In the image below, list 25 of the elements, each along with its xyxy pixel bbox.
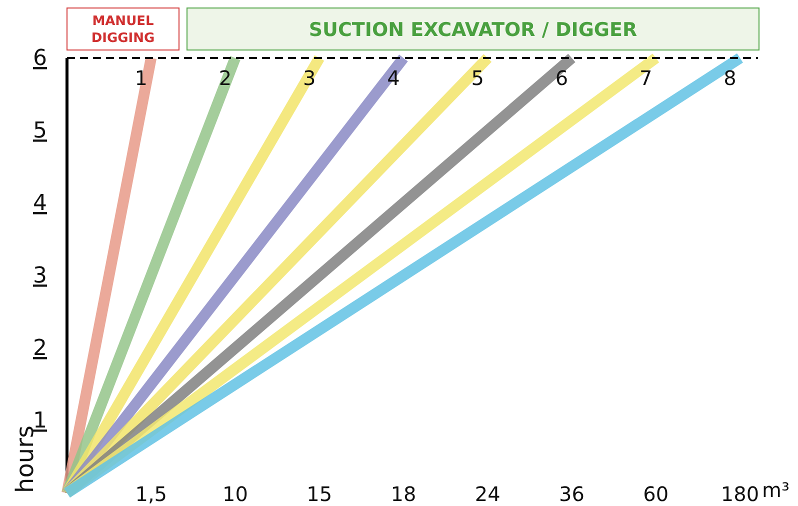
x-tick-label: 180	[720, 482, 760, 506]
series-label: 7	[640, 66, 652, 90]
series-label: 1	[134, 66, 148, 90]
y-tick-label: 1	[33, 408, 47, 434]
text: SUCTION EXCAVATOR / DIGGER	[308, 19, 638, 41]
series-label: 6	[555, 66, 568, 90]
x-tick-label: 10	[222, 482, 248, 506]
x-tick-label: 36	[559, 482, 584, 506]
x-tick-label: 24	[474, 482, 500, 506]
series-label: 8	[724, 66, 736, 90]
y-tick-label: 3	[33, 264, 47, 289]
series-label: 4	[387, 66, 400, 90]
series-label: 5	[471, 66, 484, 90]
x-tick-label: 1,5	[135, 482, 168, 506]
x-tick-label: 15	[306, 482, 332, 506]
series-label: 3	[303, 66, 316, 90]
x-axis-title: m³	[762, 478, 790, 502]
y-tick-label: 2	[33, 336, 47, 362]
x-tick-label: 60	[643, 482, 669, 506]
series-label: 2	[218, 66, 232, 90]
y-tick-label: 6	[33, 46, 47, 72]
y-tick-label: 4	[33, 191, 47, 216]
text: MANUEL DIGGING	[91, 14, 155, 46]
x-tick-label: 18	[390, 482, 416, 506]
y-tick-label: 5	[33, 118, 47, 144]
